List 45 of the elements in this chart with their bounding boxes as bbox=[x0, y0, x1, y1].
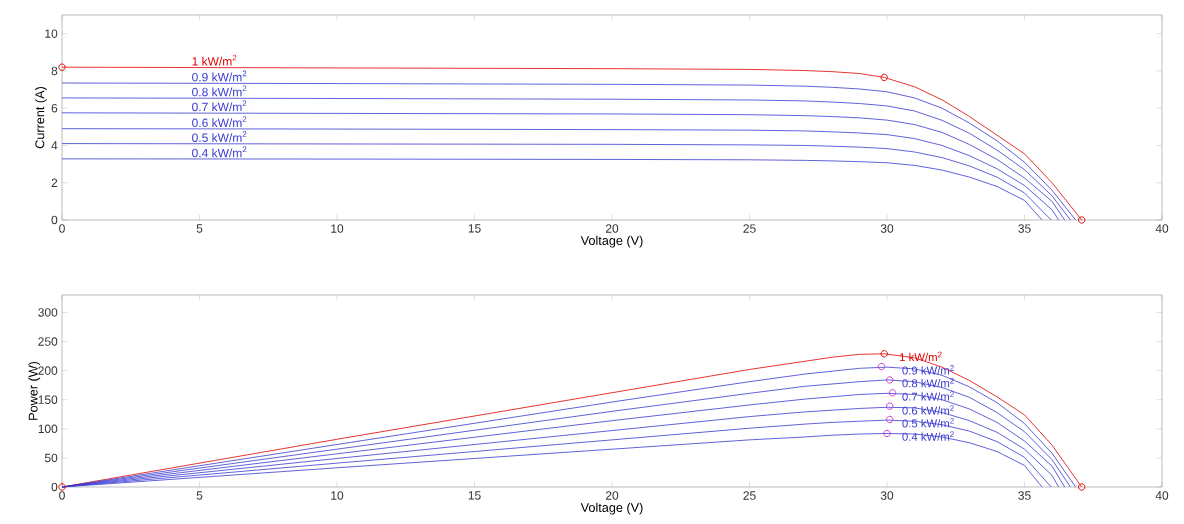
x-tick-label: 30 bbox=[880, 224, 894, 233]
x-tick-label: 15 bbox=[468, 491, 481, 500]
series-label: 0.5 kW/m$^{2}$ bbox=[192, 131, 247, 142]
y-tick-label: 0 bbox=[51, 215, 58, 225]
series-label: 0.6 kW/m$^{2}$ bbox=[902, 405, 954, 415]
series-label: 0.8 kW/m$^{2}$ bbox=[902, 377, 954, 388]
y-tick-label: 8 bbox=[51, 66, 58, 76]
x-tick-label: 25 bbox=[743, 491, 756, 500]
x-tick-label: 25 bbox=[743, 224, 756, 233]
y-tick-label: 6 bbox=[51, 103, 58, 113]
series-label: 1 kW/m$^{2}$ bbox=[900, 351, 942, 362]
series-label: 0.7 kW/m$^{2}$ bbox=[902, 391, 954, 401]
x-tick-label: 20 bbox=[605, 224, 619, 233]
series-label: 1 kW/m$^{2}$ bbox=[192, 54, 237, 66]
series-label: 0.8 kW/m$^{2}$ bbox=[192, 85, 247, 97]
series-label: 0.9 kW/m$^{2}$ bbox=[192, 70, 247, 82]
x-tick-label: 5 bbox=[196, 491, 203, 500]
y-tick-label: 100 bbox=[38, 424, 58, 434]
x-axis-title: Voltage (V) bbox=[580, 502, 643, 515]
y-axis-title: Current (A) bbox=[35, 86, 47, 149]
x-tick-label: 10 bbox=[331, 224, 344, 233]
x-axis-title: Voltage (V) bbox=[580, 235, 643, 248]
x-tick-label: 20 bbox=[605, 491, 619, 500]
x-tick-label: 10 bbox=[331, 491, 344, 500]
x-tick-label: 30 bbox=[880, 491, 894, 500]
x-tick-label: 0 bbox=[59, 224, 65, 233]
y-tick-label: 2 bbox=[51, 178, 58, 187]
y-tick-label: 200 bbox=[38, 366, 58, 375]
x-tick-label: 0 bbox=[59, 491, 65, 500]
y-tick-label: 250 bbox=[38, 337, 58, 346]
x-tick-label: 35 bbox=[1018, 491, 1031, 500]
series-label: 0.5 kW/m$^{2}$ bbox=[902, 418, 954, 428]
x-tick-label: 40 bbox=[1155, 224, 1169, 233]
y-tick-label: 0 bbox=[51, 482, 58, 492]
series-label: 0.6 kW/m$^{2}$ bbox=[192, 116, 247, 128]
y-tick-label: 10 bbox=[45, 29, 58, 38]
series-label: 0.4 kW/m$^{2}$ bbox=[192, 146, 247, 158]
y-tick-label: 4 bbox=[51, 141, 58, 150]
series-label: 0.7 kW/m$^{2}$ bbox=[192, 100, 247, 112]
x-tick-label: 5 bbox=[196, 224, 203, 233]
y-tick-label: 300 bbox=[38, 308, 58, 317]
x-tick-label: 40 bbox=[1155, 491, 1169, 500]
x-tick-label: 35 bbox=[1018, 224, 1031, 233]
y-tick-label: 50 bbox=[44, 453, 58, 463]
x-tick-label: 15 bbox=[468, 224, 481, 233]
